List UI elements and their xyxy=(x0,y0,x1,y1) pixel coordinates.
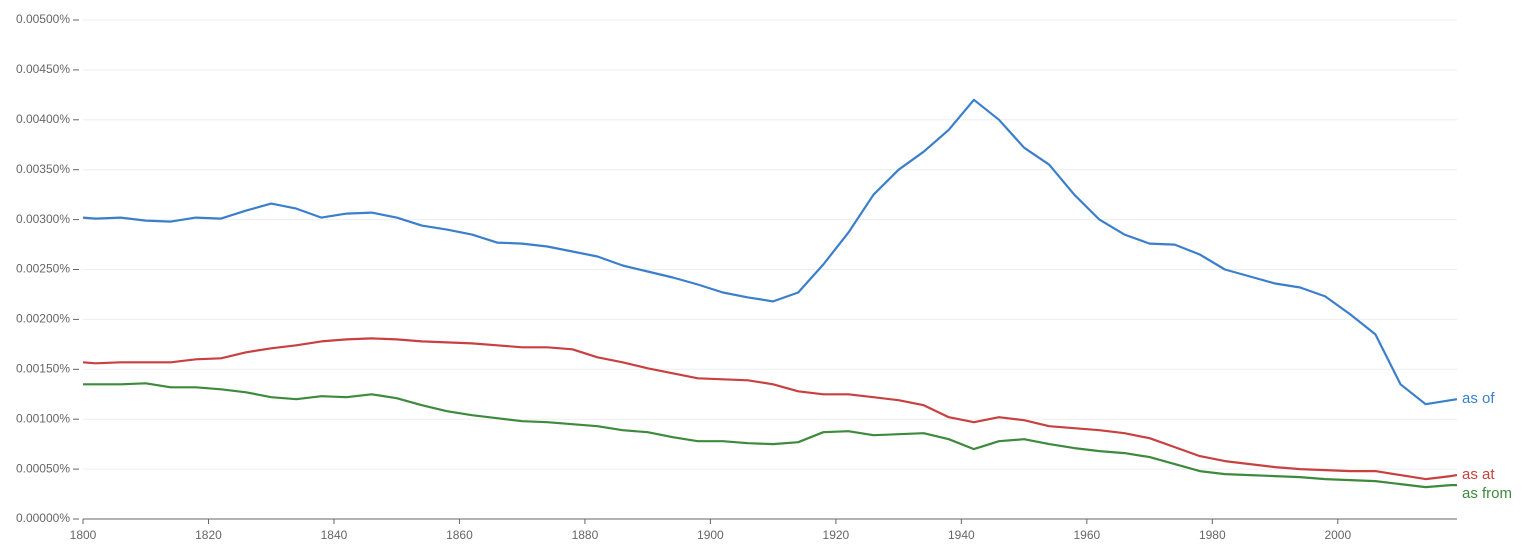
series-label: as of xyxy=(1462,390,1495,407)
series-line xyxy=(83,382,1457,489)
y-tick-label: 0.00100% xyxy=(16,411,70,425)
series-line xyxy=(82,98,1458,406)
y-tick-label: 0.00400% xyxy=(16,112,70,126)
series-line xyxy=(82,337,1458,481)
series-label: as at xyxy=(1462,466,1495,483)
y-tick-label: 0.00050% xyxy=(16,461,70,475)
x-tick-label: 1980 xyxy=(1199,528,1226,542)
x-tick-label: 1880 xyxy=(572,528,599,542)
x-tick-label: 1800 xyxy=(70,528,97,542)
x-tick-label: 1920 xyxy=(823,528,850,542)
x-tick-label: 1900 xyxy=(697,528,724,542)
x-tick-label: 1940 xyxy=(948,528,975,542)
x-tick-label: 1840 xyxy=(321,528,348,542)
y-tick-label: 0.00300% xyxy=(16,212,70,226)
y-tick-label: 0.00000% xyxy=(16,511,70,525)
y-tick-label: 0.00500% xyxy=(16,12,70,26)
y-tick-label: 0.00150% xyxy=(16,361,70,375)
series-label: as from xyxy=(1462,485,1512,502)
x-tick-label: 1960 xyxy=(1073,528,1100,542)
x-tick-label: 2000 xyxy=(1324,528,1351,542)
x-tick-label: 1860 xyxy=(446,528,473,542)
x-tick-label: 1820 xyxy=(195,528,222,542)
y-tick-label: 0.00350% xyxy=(16,162,70,176)
y-tick-label: 0.00200% xyxy=(16,312,70,326)
y-tick-label: 0.00250% xyxy=(16,262,70,276)
y-tick-label: 0.00450% xyxy=(16,62,70,76)
